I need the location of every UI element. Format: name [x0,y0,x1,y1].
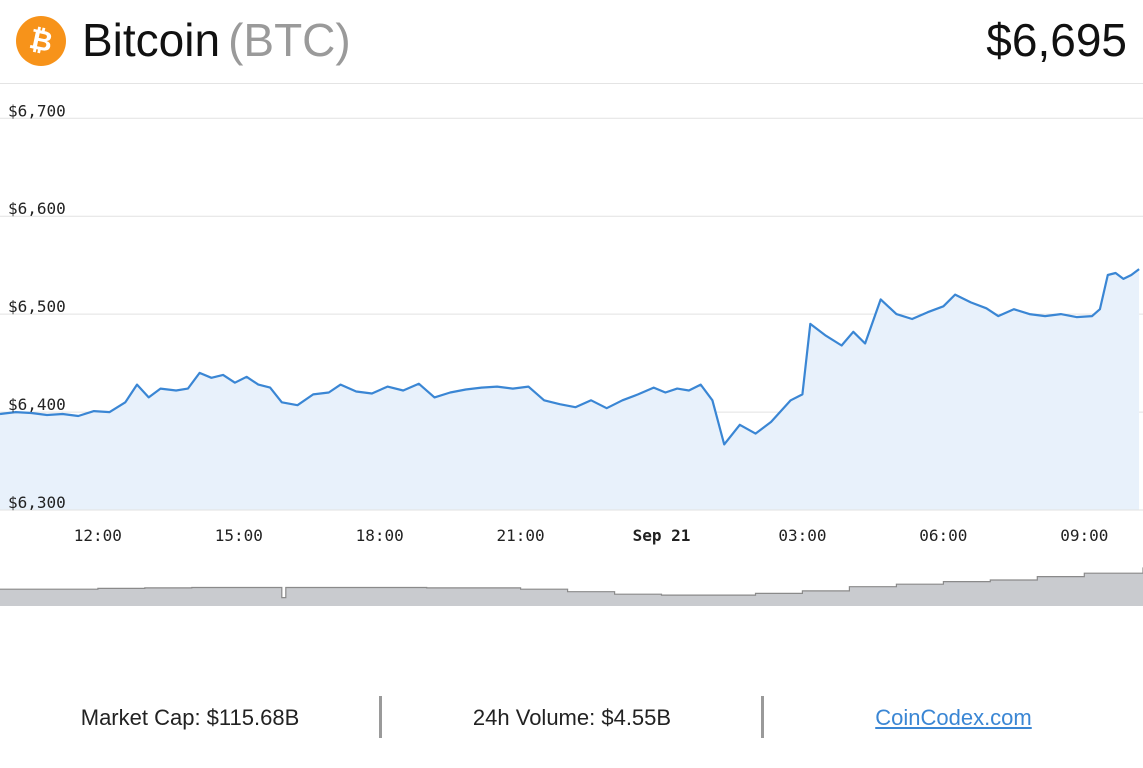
x-tick-label: 15:00 [215,526,263,545]
bitcoin-logo-icon: ₿ [16,16,66,66]
volume-line [0,567,1143,599]
coin-symbol: (BTC) [228,14,351,66]
y-axis-tick-labels: $6,300 $6,400 $6,500 $6,600 $6,700 [8,101,66,512]
x-tick-label: 12:00 [74,526,122,545]
volume-area [0,567,1143,606]
coincodex-link[interactable]: CoinCodex.com [875,705,1032,730]
area-layer [0,268,1143,511]
coin-price: $6,695 [986,14,1127,66]
y-tick-label: $6,300 [8,493,66,512]
price-chart-svg[interactable]: $6,300 $6,400 $6,500 $6,600 $6,700 12:00 15:0… [0,84,1143,644]
price-chart[interactable]: $6,300 $6,400 $6,500 $6,600 $6,700 12:00 15:0… [0,84,1143,644]
price-line[interactable] [0,268,1140,446]
price-area [0,269,1140,510]
divider [761,696,764,738]
x-axis-tick-labels: 12:00 15:00 18:00 21:00 Sep 21 03:00 06:00 09:0… [74,526,1109,545]
y-tick-label: $6,400 [8,395,66,414]
header: ₿ Bitcoin (BTC) $6,695 [0,0,1143,84]
x-tick-label: 09:00 [1060,526,1108,545]
footer-stats: Market Cap: $115.68B 24h Volume: $4.55B … [0,690,1143,746]
x-tick-label: 21:00 [497,526,545,545]
volume-navigator [0,567,1143,606]
coin-title: Bitcoin (BTC) [82,10,351,70]
x-tick-label: 06:00 [919,526,967,545]
divider [379,696,382,738]
y-tick-label: $6,700 [8,101,66,120]
x-tick-label: 03:00 [778,526,826,545]
x-tick-label: 18:00 [356,526,404,545]
x-tick-label: Sep 21 [633,526,691,545]
y-tick-label: $6,600 [8,199,66,218]
volume-stat: 24h Volume: $4.55B [472,705,672,730]
coincodex-link-container: CoinCodex.com [764,690,1143,746]
y-tick-label: $6,500 [8,297,66,316]
coin-name: Bitcoin [82,14,221,66]
market-cap-stat: Market Cap: $115.68B [80,705,300,730]
